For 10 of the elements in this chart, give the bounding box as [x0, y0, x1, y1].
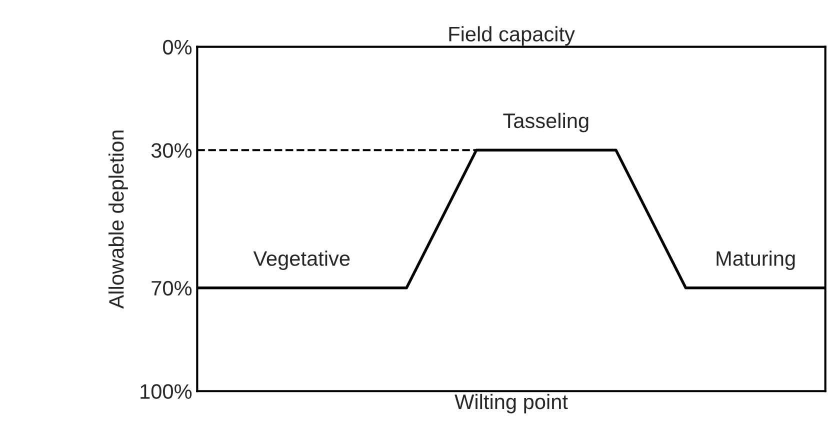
- annotation: Vegetative: [253, 250, 350, 270]
- annotation: Tasseling: [503, 112, 588, 132]
- annotation: Maturing: [716, 250, 795, 270]
- y-tick-label: 0%: [163, 40, 192, 55]
- y-axis-title: Allowable depletion: [108, 130, 128, 309]
- y-tick-label: 100%: [140, 384, 192, 399]
- y-tick-label: 70%: [152, 280, 192, 296]
- y-tick-label: 30%: [151, 143, 192, 158]
- x-axis-title: Wilting point: [454, 394, 568, 414]
- chart-title: Field capacity: [449, 26, 575, 46]
